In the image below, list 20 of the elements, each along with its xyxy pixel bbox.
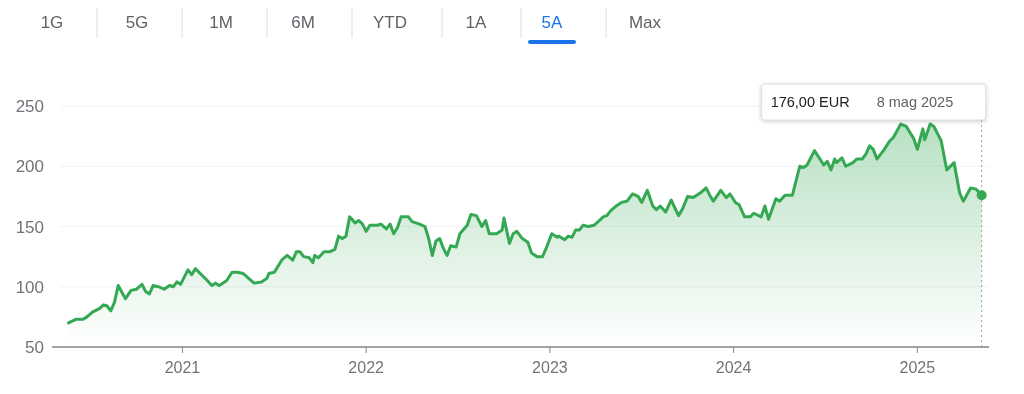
x-tick-label: 2023 xyxy=(532,359,568,376)
text: Max xyxy=(628,13,662,32)
y-tick-label: 100 xyxy=(15,277,44,297)
y-tick-label: 50 xyxy=(25,338,44,357)
x-tick-label: 2021 xyxy=(164,359,201,376)
text: 1M xyxy=(209,13,233,32)
text: 5G xyxy=(125,13,149,32)
x-tick-label: 2025 xyxy=(899,359,936,376)
text: 1G xyxy=(40,13,64,32)
y-tick-label: 250 xyxy=(15,97,44,116)
y-tick-label: 200 xyxy=(15,157,44,177)
text: 6M xyxy=(291,13,315,32)
x-tick-label: 2022 xyxy=(348,359,385,376)
x-tick-label: 2024 xyxy=(715,359,752,376)
text: 1A xyxy=(465,13,488,32)
annotation: 176,00 EUR xyxy=(770,94,850,110)
text: 5A xyxy=(541,13,564,32)
y-tick-label: 150 xyxy=(15,217,44,237)
annotation: 8 mag 2025 xyxy=(876,94,954,110)
text: YTD xyxy=(373,13,407,32)
